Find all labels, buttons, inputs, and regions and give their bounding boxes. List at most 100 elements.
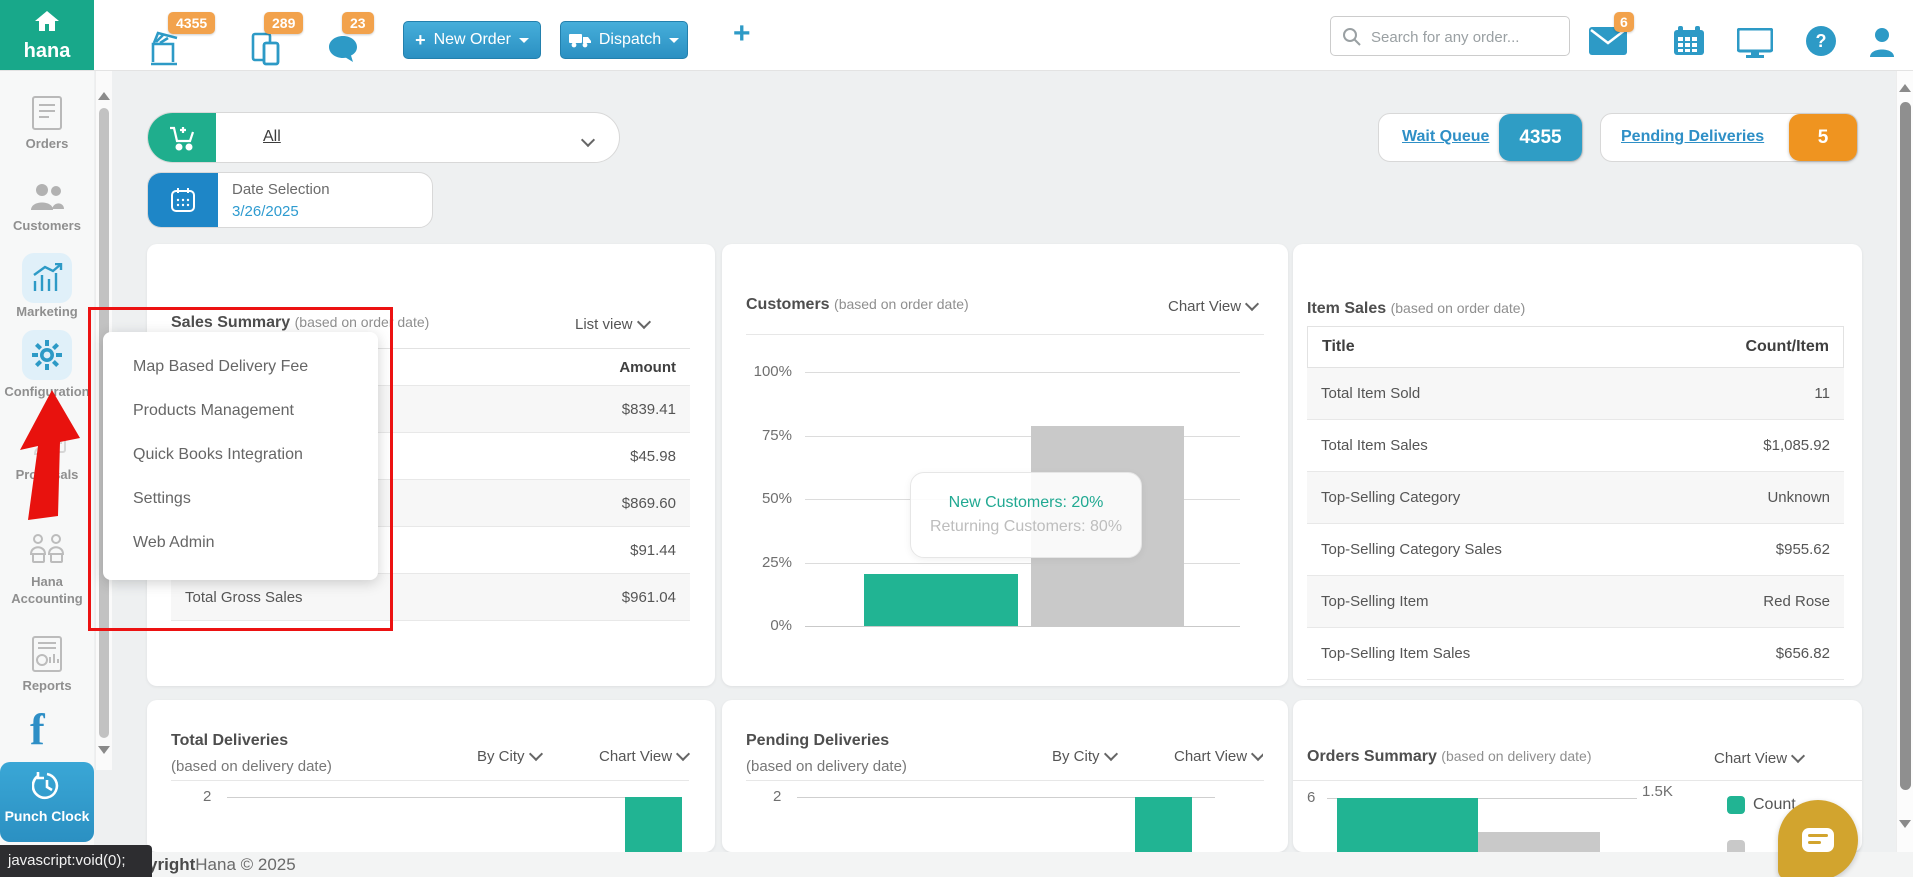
scroll-down-arrow[interactable] <box>98 746 110 754</box>
scroll-down-arrow[interactable] <box>1899 820 1911 828</box>
copyright-rest: Hana © 2025 <box>195 855 296 874</box>
chevron-down-icon <box>1245 296 1260 312</box>
order-queue-badge: 4355 <box>168 12 216 34</box>
scroll-up-arrow[interactable] <box>98 92 110 100</box>
legend-count-swatch <box>1727 796 1745 814</box>
orders-summary-title: Orders Summary (based on delivery date) <box>1307 748 1592 765</box>
user-icon[interactable] <box>1868 27 1896 62</box>
amount-bar <box>1478 832 1600 852</box>
chevron-down-icon <box>669 37 680 43</box>
main-scrollbar <box>1896 70 1913 852</box>
order-queue-icon[interactable] <box>147 30 183 73</box>
y-tick: 50% <box>761 490 792 507</box>
date-selection-label: Date Selection <box>232 181 330 198</box>
order-type-filter[interactable]: All <box>147 112 620 163</box>
monitor-icon[interactable] <box>1736 27 1774 63</box>
main-scrollbar-thumb[interactable] <box>1900 102 1911 790</box>
sidebar-item-hana-accounting[interactable] <box>28 532 66 573</box>
legend-amount-swatch <box>1727 840 1745 852</box>
y-tick: 25% <box>761 554 792 571</box>
order-search <box>1330 16 1570 56</box>
facebook-icon[interactable]: f <box>30 705 45 754</box>
total-gross-sales-amount: $961.04 <box>621 588 676 606</box>
mail-icon[interactable] <box>1589 27 1627 60</box>
sales-summary-amount-header: Amount <box>171 348 690 386</box>
sidebar-item-configuration-label[interactable]: Configuration <box>4 384 90 399</box>
right-axis-tick: 1.5K <box>1642 783 1673 800</box>
reports-icon <box>32 636 62 672</box>
pending-bar <box>1135 797 1192 852</box>
sidebar-item-hana-accounting-label[interactable]: Hana Accounting <box>11 574 83 606</box>
menu-item-quick-books-integration[interactable]: Quick Books Integration <box>133 446 303 463</box>
menu-item-map-based-delivery-fee[interactable]: Map Based Delivery Fee <box>133 358 309 375</box>
punch-clock-icon <box>31 772 59 800</box>
deliveries-bar <box>625 797 682 852</box>
chart-view-dropdown[interactable]: Chart View <box>599 746 691 765</box>
gridline <box>797 797 1215 798</box>
gridline <box>1327 798 1637 799</box>
sidebar: Orders Customers Marketing Configuration… <box>0 70 94 877</box>
help-icon[interactable]: ? <box>1806 26 1836 56</box>
date-selection-value[interactable]: 3/26/2025 <box>232 203 299 220</box>
menu-item-web-admin[interactable]: Web Admin <box>133 534 215 551</box>
punch-clock-button[interactable]: Punch Clock <box>0 762 94 842</box>
y-tick: 2 <box>773 788 782 805</box>
new-order-label: New Order <box>433 31 511 48</box>
sidebar-item-reports[interactable] <box>31 635 63 678</box>
chevron-down-icon <box>1791 748 1806 764</box>
customers-view-dropdown[interactable]: Chart View <box>1168 296 1260 315</box>
home-icon <box>35 11 59 31</box>
sidebar-item-marketing-label[interactable]: Marketing <box>16 304 78 319</box>
dispatch-button[interactable]: Dispatch <box>560 21 688 59</box>
wait-queue-count-badge: 4355 <box>1499 114 1582 161</box>
pending-deliveries-pill: Pending Deliveries 5 <box>1600 113 1858 162</box>
by-city-dropdown[interactable]: By City <box>1052 746 1118 765</box>
sidebar-item-orders[interactable] <box>31 95 63 136</box>
chevron-down-icon <box>1103 746 1118 762</box>
sidebar-item-orders-label[interactable]: Orders <box>25 136 69 151</box>
count-bar <box>1337 798 1478 852</box>
customers-icon <box>31 184 64 210</box>
customers-title: Customers (based on order date) <box>746 296 969 313</box>
messages-icon[interactable] <box>327 34 359 71</box>
table-row: Top-Selling Category Unknown <box>1307 472 1844 524</box>
menu-item-products-management[interactable]: Products Management <box>133 402 294 419</box>
sidebar-item-configuration[interactable] <box>22 330 72 380</box>
pending-deliveries-link[interactable]: Pending Deliveries <box>1621 128 1765 145</box>
search-input[interactable] <box>1369 18 1568 56</box>
total-gross-sales-label: Total Gross Sales <box>185 588 303 606</box>
calendar-icon[interactable] <box>1673 26 1705 61</box>
total-deliveries-card: Total Deliveries (based on delivery date… <box>147 700 715 852</box>
truck-icon <box>568 34 591 48</box>
gridline <box>805 436 1240 437</box>
tooltip-new-customers: New Customers: 20% <box>948 494 1104 511</box>
sales-summary-view-dropdown[interactable]: List view <box>575 314 651 333</box>
table-row: Total Item Sales $1,085.92 <box>1307 420 1844 472</box>
date-selection-filter[interactable]: Date Selection 3/26/2025 <box>147 172 433 228</box>
order-type-value[interactable]: All <box>263 128 281 145</box>
chart-tooltip: New Customers: 20% Returning Customers: … <box>910 472 1142 558</box>
new-order-button[interactable]: + New Order <box>403 21 541 59</box>
add-tab-icon[interactable]: + <box>733 17 751 50</box>
sidebar-item-customers-label[interactable]: Customers <box>13 218 81 233</box>
wait-queue-link[interactable]: Wait Queue <box>1402 128 1490 145</box>
sidebar-item-customers[interactable] <box>29 182 65 217</box>
browser-status-tooltip: javascript:void(0); <box>0 845 152 877</box>
devices-icon[interactable] <box>250 31 284 72</box>
chart-view-dropdown[interactable]: Chart View <box>1714 748 1806 767</box>
sidebar-item-marketing[interactable] <box>22 253 72 303</box>
by-city-dropdown[interactable]: By City <box>477 746 543 765</box>
sidebar-item-proposals[interactable] <box>32 430 68 471</box>
sidebar-item-proposals-label[interactable]: Proposals <box>15 467 79 482</box>
scroll-up-arrow[interactable] <box>1899 84 1911 92</box>
logo-text: hana <box>23 40 71 62</box>
chart-view-dropdown[interactable]: Chart View <box>1174 748 1264 765</box>
item-sales-card: Item Sales (based on order date) Title Co… <box>1293 244 1862 686</box>
top-bar: hana 4355 289 23 + New Order Dispatch <box>0 0 1913 71</box>
home-logo[interactable]: hana <box>0 0 94 70</box>
chat-widget-button[interactable] <box>1778 800 1858 877</box>
menu-item-settings[interactable]: Settings <box>133 490 191 507</box>
total-deliveries-subtitle: (based on delivery date) <box>171 758 332 775</box>
divider <box>171 780 689 781</box>
sidebar-item-reports-label[interactable]: Reports <box>22 678 72 693</box>
